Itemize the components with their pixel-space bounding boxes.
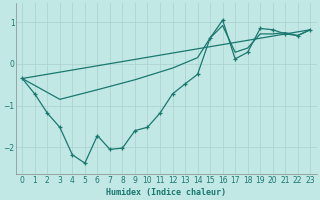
X-axis label: Humidex (Indice chaleur): Humidex (Indice chaleur): [106, 188, 226, 197]
